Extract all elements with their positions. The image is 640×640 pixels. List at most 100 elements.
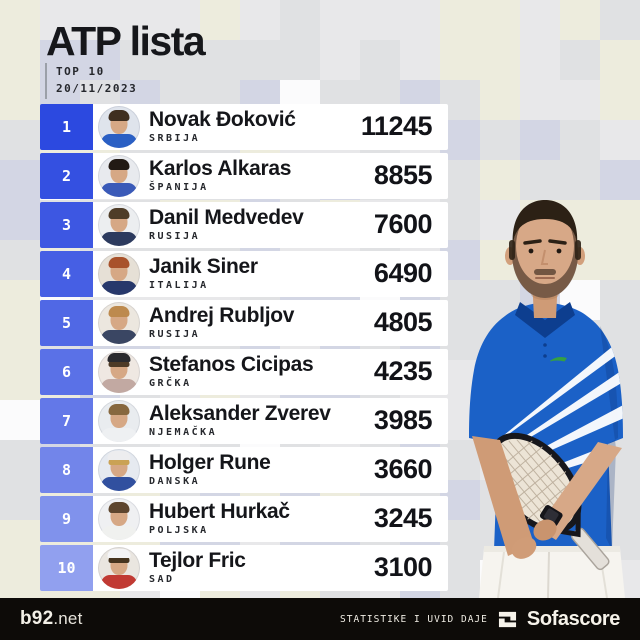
rank-badge: 10 — [40, 545, 93, 591]
player-info: Aleksander Zverev NJEMAČKA — [149, 402, 374, 439]
avatar-hair — [108, 158, 130, 170]
rank-badge: 5 — [40, 300, 93, 346]
b92-logo-suffix: .net — [53, 609, 83, 628]
novak-djokovic-photo — [469, 200, 625, 598]
player-country: SRBIJA — [149, 133, 201, 145]
player-country: DANSKA — [149, 476, 201, 488]
player-name: Stefanos Cicipas — [149, 353, 314, 377]
sofascore-logo-icon — [498, 610, 517, 629]
player-photo — [98, 301, 140, 344]
player-photo — [98, 448, 140, 491]
avatar-shirt — [101, 378, 137, 393]
avatar-shirt — [101, 133, 137, 148]
player-info: Novak Đoković SRBIJA — [149, 108, 361, 145]
player-country: NJEMAČKA — [149, 427, 218, 439]
player-name: Andrej Rubljov — [149, 304, 295, 328]
rank-badge: 7 — [40, 398, 93, 444]
polo-collar — [515, 302, 575, 338]
avatar-hair — [108, 456, 130, 465]
avatar-shirt — [101, 329, 137, 344]
player-photo — [98, 399, 140, 442]
player-name: Tejlor Fric — [149, 549, 246, 573]
avatar-hair — [108, 207, 130, 219]
player-points: 3660 — [373, 454, 433, 485]
player-country: ITALIJA — [149, 280, 209, 292]
player-points: 11245 — [360, 111, 433, 142]
avatar-shirt — [101, 280, 137, 295]
player-photo — [98, 350, 140, 393]
table-row: 5 Andrej Rubljov RUSIJA 4805 — [40, 300, 448, 346]
page-title: ATP lista — [46, 18, 206, 64]
rank-badge: 4 — [40, 251, 93, 297]
player-name: Hubert Hurkač — [149, 500, 290, 524]
player-country: RUSIJA — [149, 231, 201, 243]
table-row: 7 Aleksander Zverev NJEMAČKA 3985 — [40, 398, 448, 444]
player-info: Hubert Hurkač POLJSKA — [149, 500, 374, 537]
player-points: 6490 — [373, 258, 433, 289]
avatar-hair — [108, 305, 130, 317]
table-row: 10 Tejlor Fric SAD 3100 — [40, 545, 448, 591]
avatar-cap — [107, 451, 131, 461]
player-info: Karlos Alkaras ŠPANIJA — [149, 158, 374, 194]
avatar-hair — [108, 109, 130, 121]
player-points: 8855 — [373, 160, 433, 191]
rank-badge: 9 — [40, 496, 93, 542]
avatar-shirt — [101, 525, 137, 540]
subtitle: TOP 10 20/11/2023 — [45, 63, 137, 99]
rank-badge: 6 — [40, 349, 93, 395]
player-country: ŠPANIJA — [149, 182, 209, 194]
player-points: 7600 — [373, 209, 433, 240]
avatar-cap — [107, 353, 131, 363]
player-name: Aleksander Zverev — [149, 402, 331, 426]
player-points: 3985 — [373, 405, 433, 436]
player-photo — [98, 546, 140, 589]
player-info: Andrej Rubljov RUSIJA — [149, 304, 374, 341]
player-country: GRČKA — [149, 378, 192, 390]
player-name: Novak Đoković — [149, 108, 296, 132]
rank-badge: 1 — [40, 104, 93, 150]
table-row: 1 Novak Đoković SRBIJA 11245 — [40, 104, 448, 150]
subtitle-date: 20/11/2023 — [56, 81, 138, 95]
avatar-hair — [108, 256, 130, 268]
table-row: 9 Hubert Hurkač POLJSKA 3245 — [40, 496, 448, 542]
attribution-text: STATISTIKE I UVID DAJE — [340, 613, 488, 625]
avatar-hair — [108, 403, 130, 415]
avatar-cap — [107, 549, 131, 559]
player-info: Tejlor Fric SAD — [149, 549, 374, 586]
player-arms — [472, 436, 622, 559]
player-shorts — [479, 546, 625, 598]
rankings-table: 1 Novak Đoković SRBIJA 11245 2 Karlos Al… — [40, 104, 448, 591]
rank-badge: 2 — [40, 153, 93, 199]
player-hair — [512, 200, 578, 248]
player-info: Holger Rune DANSKA — [149, 452, 374, 488]
avatar-shirt — [101, 427, 137, 442]
player-photo — [98, 203, 140, 246]
rank-badge: 3 — [40, 202, 93, 248]
subtitle-top-label: TOP 10 — [56, 65, 105, 78]
player-photo — [98, 252, 140, 295]
avatar-shirt — [101, 476, 137, 491]
player-country: POLJSKA — [149, 525, 209, 537]
sofascore-wordmark: Sofascore — [526, 607, 621, 630]
table-row: 4 Janik Siner ITALIJA 6490 — [40, 251, 448, 297]
player-name: Janik Siner — [149, 255, 258, 279]
avatar-hair — [108, 554, 130, 563]
avatar-shirt — [101, 231, 137, 246]
table-row: 2 Karlos Alkaras ŠPANIJA 8855 — [40, 153, 448, 199]
player-head — [505, 200, 585, 298]
avatar-shirt — [101, 182, 137, 197]
attribution: STATISTIKE I UVID DAJE Sofascore — [340, 608, 620, 631]
player-points: 4235 — [373, 356, 433, 387]
player-points: 3245 — [373, 503, 433, 534]
player-country: RUSIJA — [149, 329, 201, 341]
table-row: 8 Holger Rune DANSKA 3660 — [40, 447, 448, 493]
table-row: 3 Danil Medvedev RUSIJA 7600 — [40, 202, 448, 248]
player-country: SAD — [149, 574, 175, 586]
player-info: Stefanos Cicipas GRČKA — [149, 353, 374, 390]
player-info: Danil Medvedev RUSIJA — [149, 207, 374, 243]
player-photo — [98, 154, 140, 197]
player-info: Janik Siner ITALIJA — [149, 255, 374, 292]
player-points: 4805 — [373, 307, 433, 338]
avatar-hair — [108, 358, 130, 367]
